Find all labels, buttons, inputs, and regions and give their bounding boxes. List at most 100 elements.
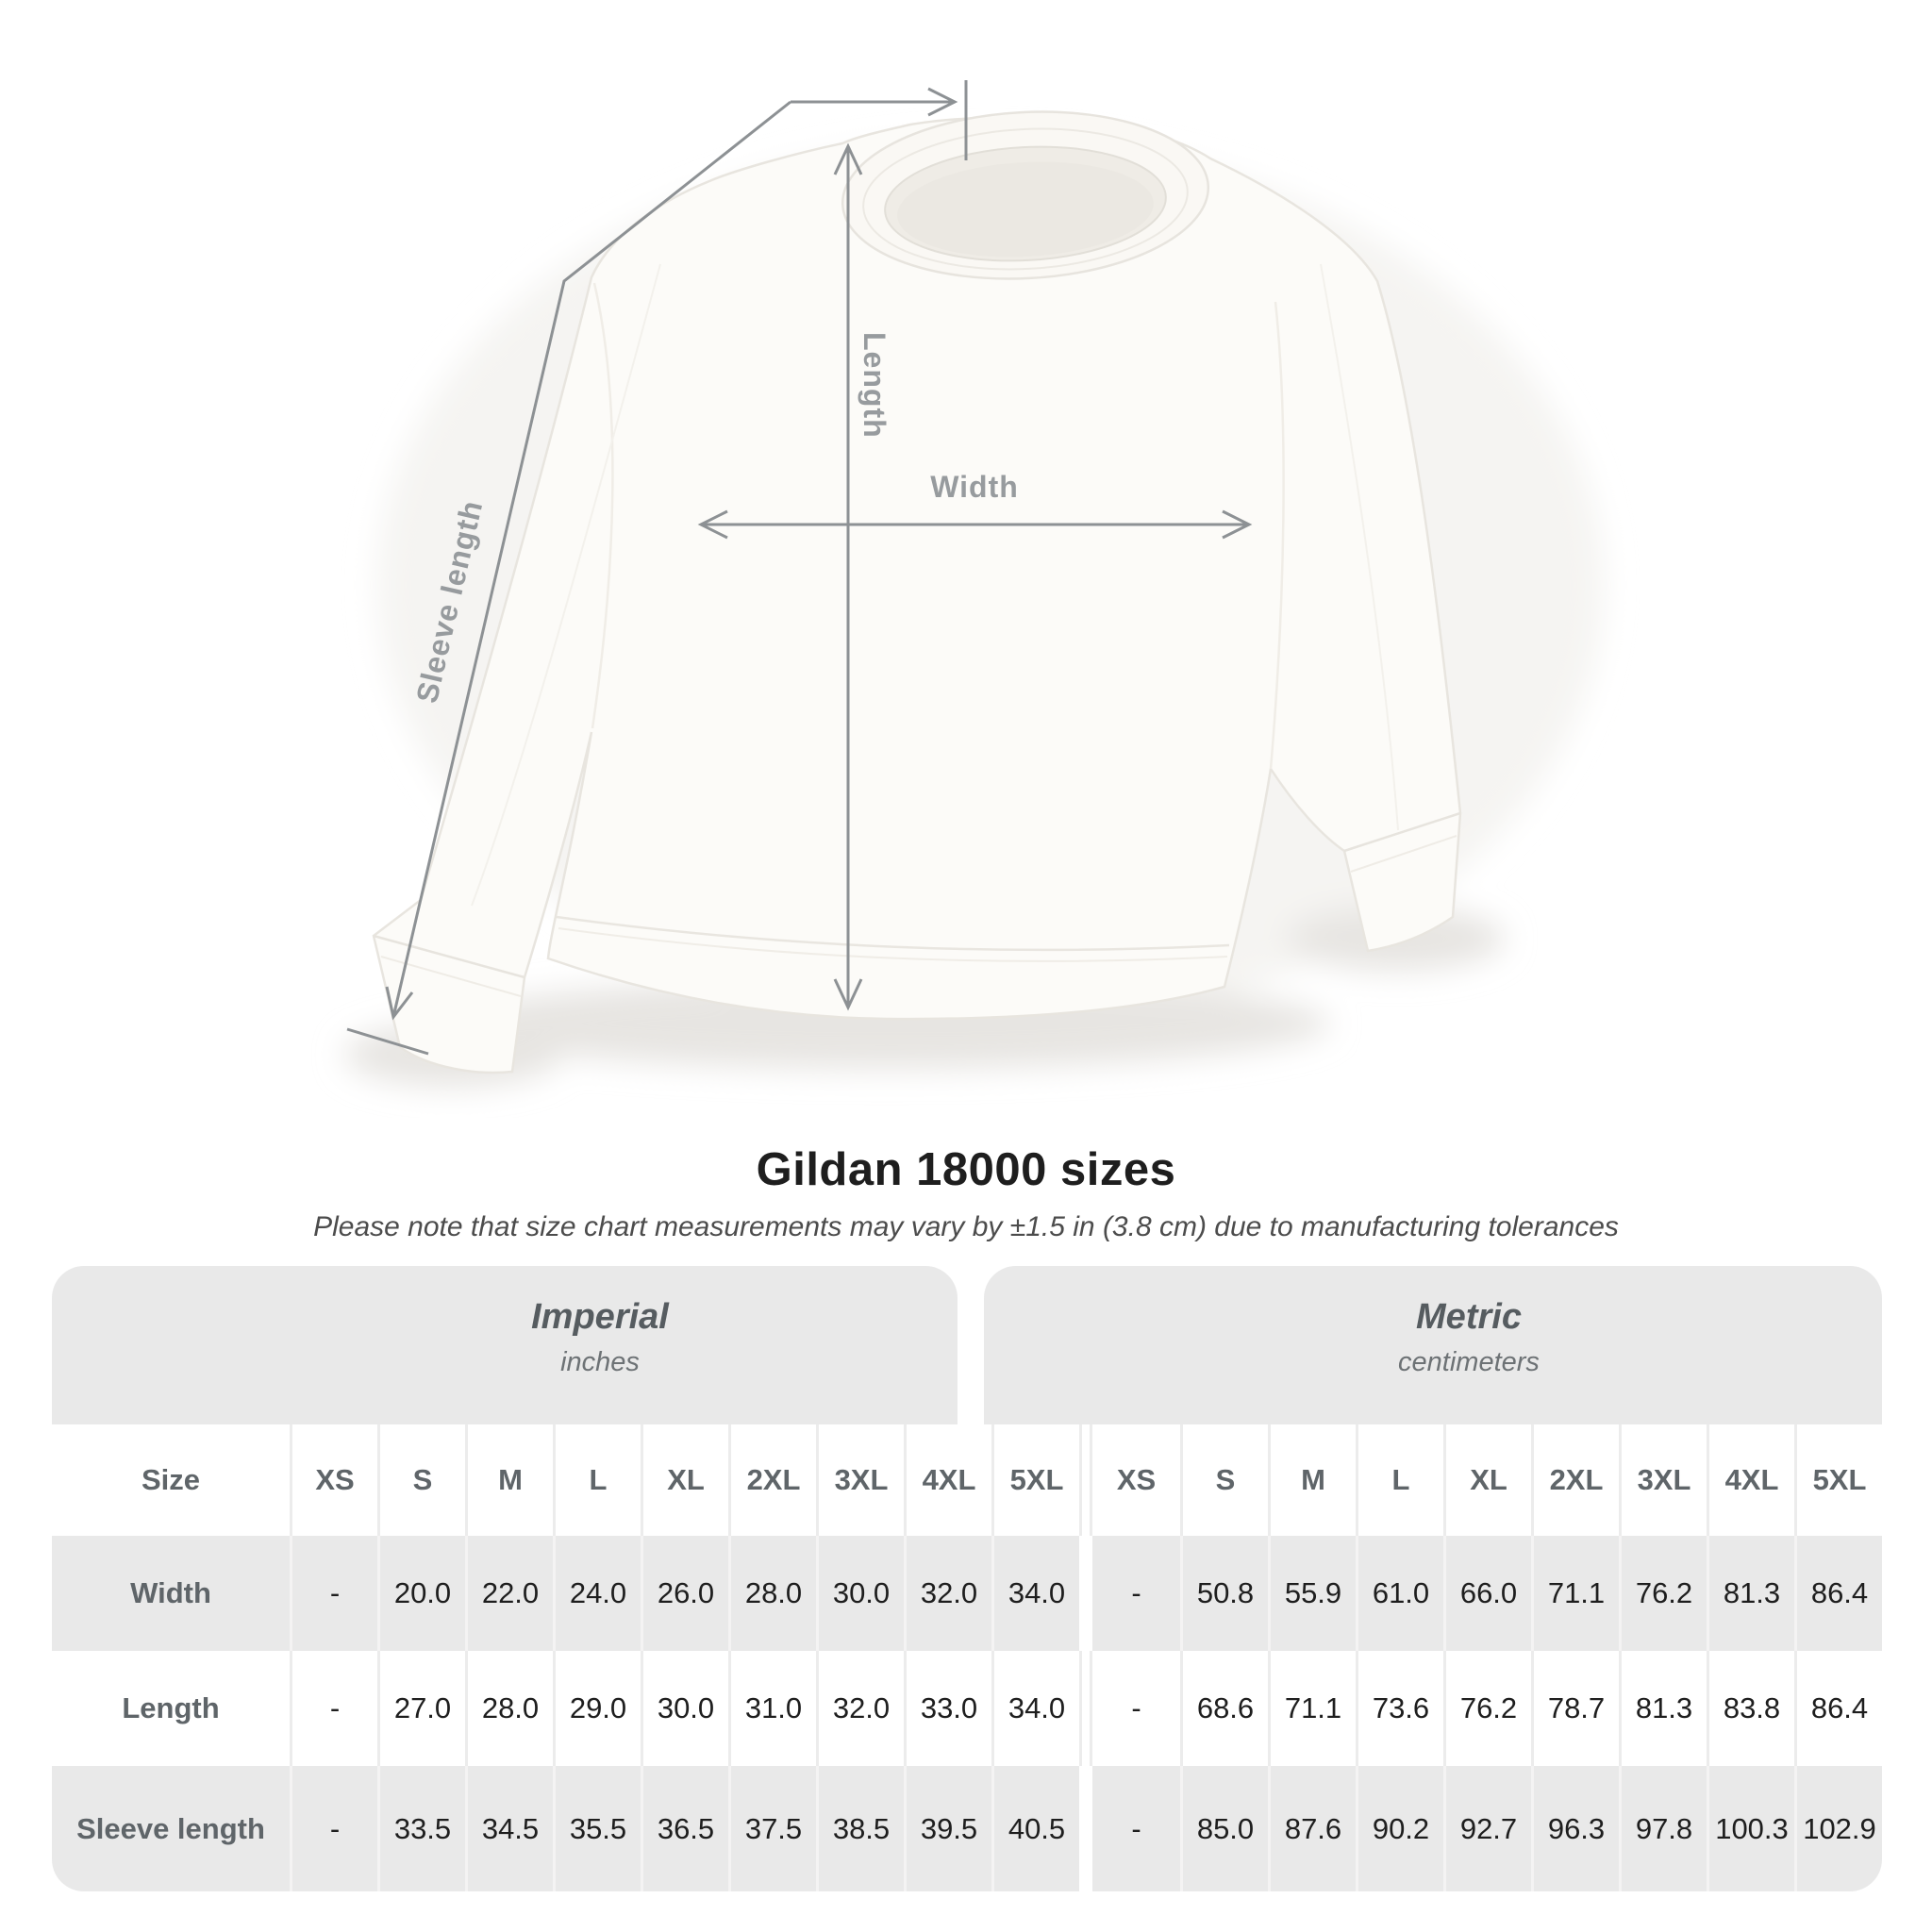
metric-unit-header: Metric centimeters [1056,1294,1882,1381]
value-cell: 55.9 [1268,1536,1356,1651]
metric-unit-name: Metric [1416,1297,1522,1337]
size-col-header-imperial: S [377,1424,465,1536]
value-cell: 29.0 [553,1651,641,1766]
sleeve-length-end-tick [346,1027,429,1056]
neck-reference-arrowhead [927,87,958,117]
hem-seam [556,915,1230,952]
left-sleeve-crease [471,263,661,907]
value-cell: 37.5 [728,1766,816,1891]
unit-gutter [1079,1651,1092,1766]
value-cell: 36.5 [641,1766,728,1891]
value-cell: - [1131,1691,1141,1724]
length-arrowhead-bottom [833,978,863,1011]
value-cell: 87.6 [1268,1766,1356,1891]
right-cuff-seam [1343,811,1461,853]
row-label: Width [52,1536,290,1651]
metric-header-band [984,1266,1882,1424]
length-arrowhead-top [833,142,863,175]
value-cell: 100.3 [1707,1766,1794,1891]
value-cell: 76.2 [1619,1536,1707,1651]
value-cell: - [1092,1766,1180,1891]
value-cell: 81.3 [1619,1651,1707,1766]
row-label: Sleeve length [52,1766,290,1891]
value-cell: 90.2 [1356,1766,1443,1891]
value-cell: 71.1 [1268,1651,1356,1766]
value-cell: 68.6 [1180,1651,1268,1766]
value-cell: 20.0 [377,1536,465,1651]
sweatshirt-body-path [372,116,1462,1074]
value-cell: 22.0 [465,1536,553,1651]
right-sleeve-crease [1320,263,1399,831]
sweatshirt-illustration [372,110,1462,1074]
width-measure-label: Width [930,470,1019,504]
size-col-header-imperial: 4XL [904,1424,991,1536]
measurement-lines [346,80,1253,1056]
hem-seam-inner [558,927,1228,962]
value-cell: 76.2 [1443,1651,1531,1766]
value-cell: 92.7 [1443,1766,1531,1891]
value-cell: 35.5 [553,1766,641,1891]
value-cell: 32.0 [816,1651,904,1766]
value-cell: 34.0 [991,1651,1079,1766]
size-col-header-metric: L [1356,1424,1443,1536]
value-cell: 50.8 [1180,1536,1268,1651]
size-col-header-metric: 3XL [1619,1424,1707,1536]
size-table: Imperial inches Metric centimeters Size … [52,1266,1882,1891]
unit-gutter [1079,1536,1092,1651]
size-column-header: Size [141,1463,201,1496]
value-cell: 33.5 [377,1766,465,1891]
size-header-row: Size XS S M L XL 2XL 3XL 4XL 5XL XS S M … [52,1424,1882,1536]
value-cell: 78.7 [1531,1651,1619,1766]
value-cell: - [290,1766,377,1891]
imperial-header-band [52,1266,958,1424]
sleeve-length-arrowhead [385,986,414,1021]
size-col-header-imperial: XL [641,1424,728,1536]
size-col-header-imperial: 3XL [816,1424,904,1536]
row-label: Length [122,1691,220,1724]
left-cuff-seam [373,934,525,979]
value-cell: 81.3 [1707,1536,1794,1651]
measurement-row-sleeve-length: Sleeve length - 33.5 34.5 35.5 36.5 37.5… [52,1766,1882,1891]
unit-gutter [1079,1424,1092,1536]
value-cell: 26.0 [641,1536,728,1651]
imperial-unit-sub: inches [560,1347,640,1377]
value-cell: 61.0 [1356,1536,1443,1651]
value-cell: 31.0 [728,1651,816,1766]
left-armhole-crease [591,282,614,729]
value-cell: 73.6 [1356,1651,1443,1766]
value-cell: - [290,1536,377,1651]
value-cell: 97.8 [1619,1766,1707,1891]
value-cell: 39.5 [904,1766,991,1891]
size-col-header-imperial: XS [290,1424,377,1536]
value-cell: 40.5 [991,1766,1079,1891]
value-cell: 30.0 [816,1536,904,1651]
sleeve-length-line [391,100,791,1018]
sweatshirt-measurement-diagram: Length Width Sleeve length [344,80,1604,1087]
collar [841,110,1210,280]
value-cell: 86.4 [1794,1651,1882,1766]
value-cell: 71.1 [1531,1536,1619,1651]
value-cell: 96.3 [1531,1766,1619,1891]
imperial-unit-header: Imperial inches [52,1294,1148,1381]
size-col-header-imperial: 2XL [728,1424,816,1536]
right-armhole-crease [1269,301,1285,770]
width-arrowhead-right [1222,509,1253,540]
size-col-header-metric: 4XL [1707,1424,1794,1536]
value-cell: 38.5 [816,1766,904,1891]
measurement-row-width: Width - 20.0 22.0 24.0 26.0 28.0 30.0 32… [52,1536,1882,1651]
value-cell: 83.8 [1707,1651,1794,1766]
value-cell: 66.0 [1443,1536,1531,1651]
metric-unit-sub: centimeters [1398,1347,1540,1377]
value-cell: - [1092,1536,1180,1651]
size-col-header-metric: 2XL [1531,1424,1619,1536]
right-cuff-seam-inner [1350,835,1457,873]
size-col-header-metric: S [1180,1424,1268,1536]
size-col-header-imperial: 5XL [991,1424,1079,1536]
value-cell: 33.0 [904,1651,991,1766]
value-cell: 34.0 [991,1536,1079,1651]
unit-gutter [1079,1766,1092,1891]
value-cell: - [290,1651,377,1766]
size-col-header-imperial: L [553,1424,641,1536]
measurement-row-length: Length - 27.0 28.0 29.0 30.0 31.0 32.0 3… [52,1651,1882,1766]
value-cell: 32.0 [904,1536,991,1651]
